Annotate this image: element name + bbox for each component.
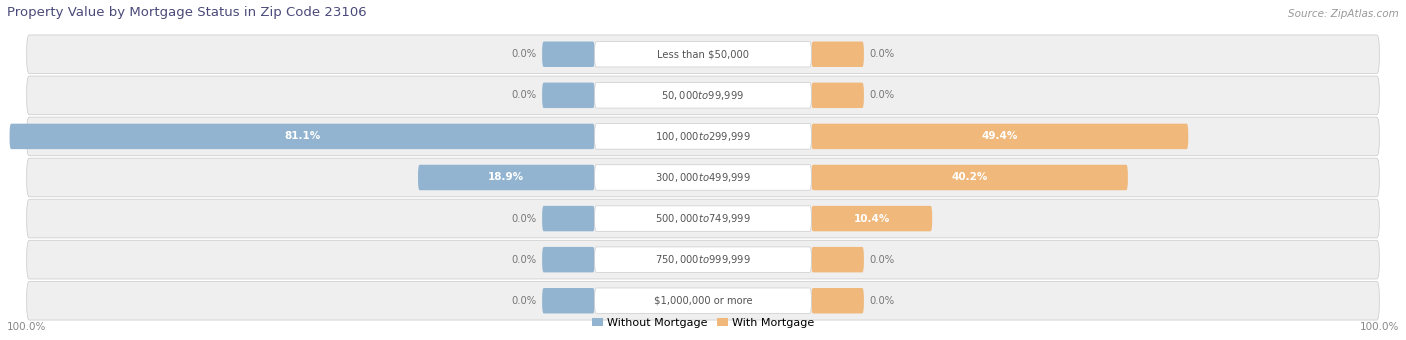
- Text: Property Value by Mortgage Status in Zip Code 23106: Property Value by Mortgage Status in Zip…: [7, 6, 367, 19]
- FancyBboxPatch shape: [811, 83, 863, 108]
- Text: 100.0%: 100.0%: [7, 322, 46, 333]
- Text: 49.4%: 49.4%: [981, 131, 1018, 141]
- Text: Less than $50,000: Less than $50,000: [657, 49, 749, 59]
- FancyBboxPatch shape: [595, 206, 811, 231]
- Text: 10.4%: 10.4%: [853, 214, 890, 224]
- Text: 0.0%: 0.0%: [512, 296, 537, 306]
- Text: 0.0%: 0.0%: [512, 90, 537, 100]
- Text: 0.0%: 0.0%: [512, 214, 537, 224]
- FancyBboxPatch shape: [595, 247, 811, 272]
- FancyBboxPatch shape: [811, 206, 932, 231]
- Text: 0.0%: 0.0%: [512, 255, 537, 265]
- FancyBboxPatch shape: [27, 240, 1379, 279]
- Text: 0.0%: 0.0%: [869, 296, 894, 306]
- Text: Source: ZipAtlas.com: Source: ZipAtlas.com: [1288, 9, 1399, 19]
- Text: 18.9%: 18.9%: [488, 172, 524, 183]
- Legend: Without Mortgage, With Mortgage: Without Mortgage, With Mortgage: [588, 313, 818, 332]
- FancyBboxPatch shape: [543, 83, 595, 108]
- FancyBboxPatch shape: [543, 247, 595, 272]
- Text: 0.0%: 0.0%: [869, 90, 894, 100]
- FancyBboxPatch shape: [811, 41, 863, 67]
- FancyBboxPatch shape: [27, 35, 1379, 73]
- Text: 0.0%: 0.0%: [869, 255, 894, 265]
- Text: $100,000 to $299,999: $100,000 to $299,999: [655, 130, 751, 143]
- FancyBboxPatch shape: [27, 76, 1379, 115]
- Text: $500,000 to $749,999: $500,000 to $749,999: [655, 212, 751, 225]
- FancyBboxPatch shape: [27, 199, 1379, 238]
- Text: $300,000 to $499,999: $300,000 to $499,999: [655, 171, 751, 184]
- FancyBboxPatch shape: [418, 165, 595, 190]
- FancyBboxPatch shape: [595, 165, 811, 190]
- Text: $50,000 to $99,999: $50,000 to $99,999: [661, 89, 745, 102]
- FancyBboxPatch shape: [595, 41, 811, 67]
- FancyBboxPatch shape: [595, 288, 811, 313]
- FancyBboxPatch shape: [811, 247, 863, 272]
- FancyBboxPatch shape: [27, 282, 1379, 320]
- Text: 40.2%: 40.2%: [952, 172, 988, 183]
- Text: 81.1%: 81.1%: [284, 131, 321, 141]
- FancyBboxPatch shape: [595, 124, 811, 149]
- FancyBboxPatch shape: [27, 158, 1379, 197]
- Text: $750,000 to $999,999: $750,000 to $999,999: [655, 253, 751, 266]
- FancyBboxPatch shape: [543, 288, 595, 313]
- FancyBboxPatch shape: [543, 206, 595, 231]
- Text: 0.0%: 0.0%: [869, 49, 894, 59]
- FancyBboxPatch shape: [811, 288, 863, 313]
- Text: $1,000,000 or more: $1,000,000 or more: [654, 296, 752, 306]
- FancyBboxPatch shape: [27, 117, 1379, 156]
- FancyBboxPatch shape: [811, 165, 1128, 190]
- FancyBboxPatch shape: [811, 124, 1188, 149]
- Text: 100.0%: 100.0%: [1360, 322, 1399, 333]
- Text: 0.0%: 0.0%: [512, 49, 537, 59]
- FancyBboxPatch shape: [10, 124, 595, 149]
- FancyBboxPatch shape: [595, 83, 811, 108]
- FancyBboxPatch shape: [543, 41, 595, 67]
